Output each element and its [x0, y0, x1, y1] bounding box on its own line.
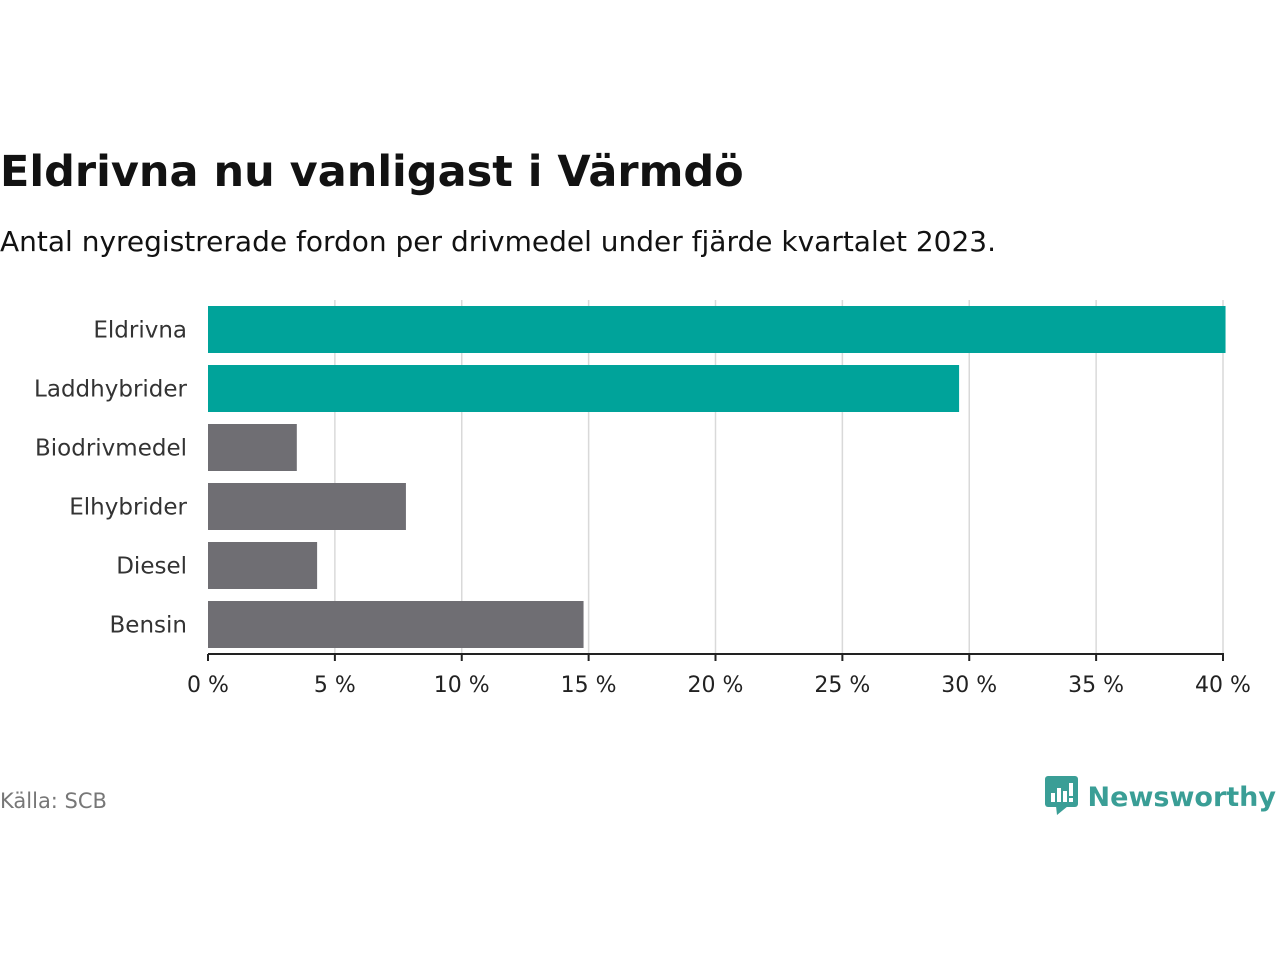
newsworthy-logo-icon	[1044, 774, 1080, 820]
x-axis: 0 % 5 % 10 % 15 % 20 % 25 % 30 % 35 % 40 %	[187, 653, 1251, 698]
newsworthy-logo: Newsworthy	[1044, 774, 1276, 820]
bar-diesel	[208, 542, 318, 589]
bar-eldrivna	[208, 306, 1226, 353]
category-label: Laddhybrider	[34, 377, 187, 403]
bar-elhybrider	[208, 483, 406, 530]
x-tick-label: 0 %	[187, 673, 229, 698]
category-label: Elhybrider	[69, 495, 187, 521]
category-label: Biodrivmedel	[35, 436, 187, 462]
brand-name: Newsworthy	[1087, 781, 1276, 813]
chart-subtitle: Antal nyregistrerade fordon per drivmede…	[0, 225, 997, 258]
bars	[208, 306, 1226, 648]
x-tick-label: 15 %	[561, 673, 617, 698]
bar-bensin	[208, 601, 584, 648]
x-tick-label: 10 %	[434, 673, 490, 698]
x-tick-label: 20 %	[688, 673, 744, 698]
x-tick-label: 30 %	[941, 673, 997, 698]
category-label: Bensin	[110, 613, 187, 639]
gridlines	[334, 300, 1224, 654]
bar-laddhybrider	[208, 365, 960, 412]
bar-chart: Eldrivna Laddhybrider Biodrivmedel Elhybrid…	[34, 300, 1251, 698]
category-label: Eldrivna	[93, 318, 187, 344]
bar-biodrivmedel	[208, 424, 297, 471]
source-note: Källa: SCB	[0, 789, 107, 813]
chart-title: Eldrivna nu vanligast i Värmdö	[0, 147, 744, 197]
category-label: Diesel	[116, 554, 187, 580]
x-tick-label: 35 %	[1068, 673, 1124, 698]
category-labels: Eldrivna Laddhybrider Biodrivmedel Elhybrid…	[34, 318, 187, 639]
x-tick-label: 25 %	[814, 673, 870, 698]
x-tick-label: 40 %	[1195, 673, 1251, 698]
x-tick-label: 5 %	[314, 673, 356, 698]
